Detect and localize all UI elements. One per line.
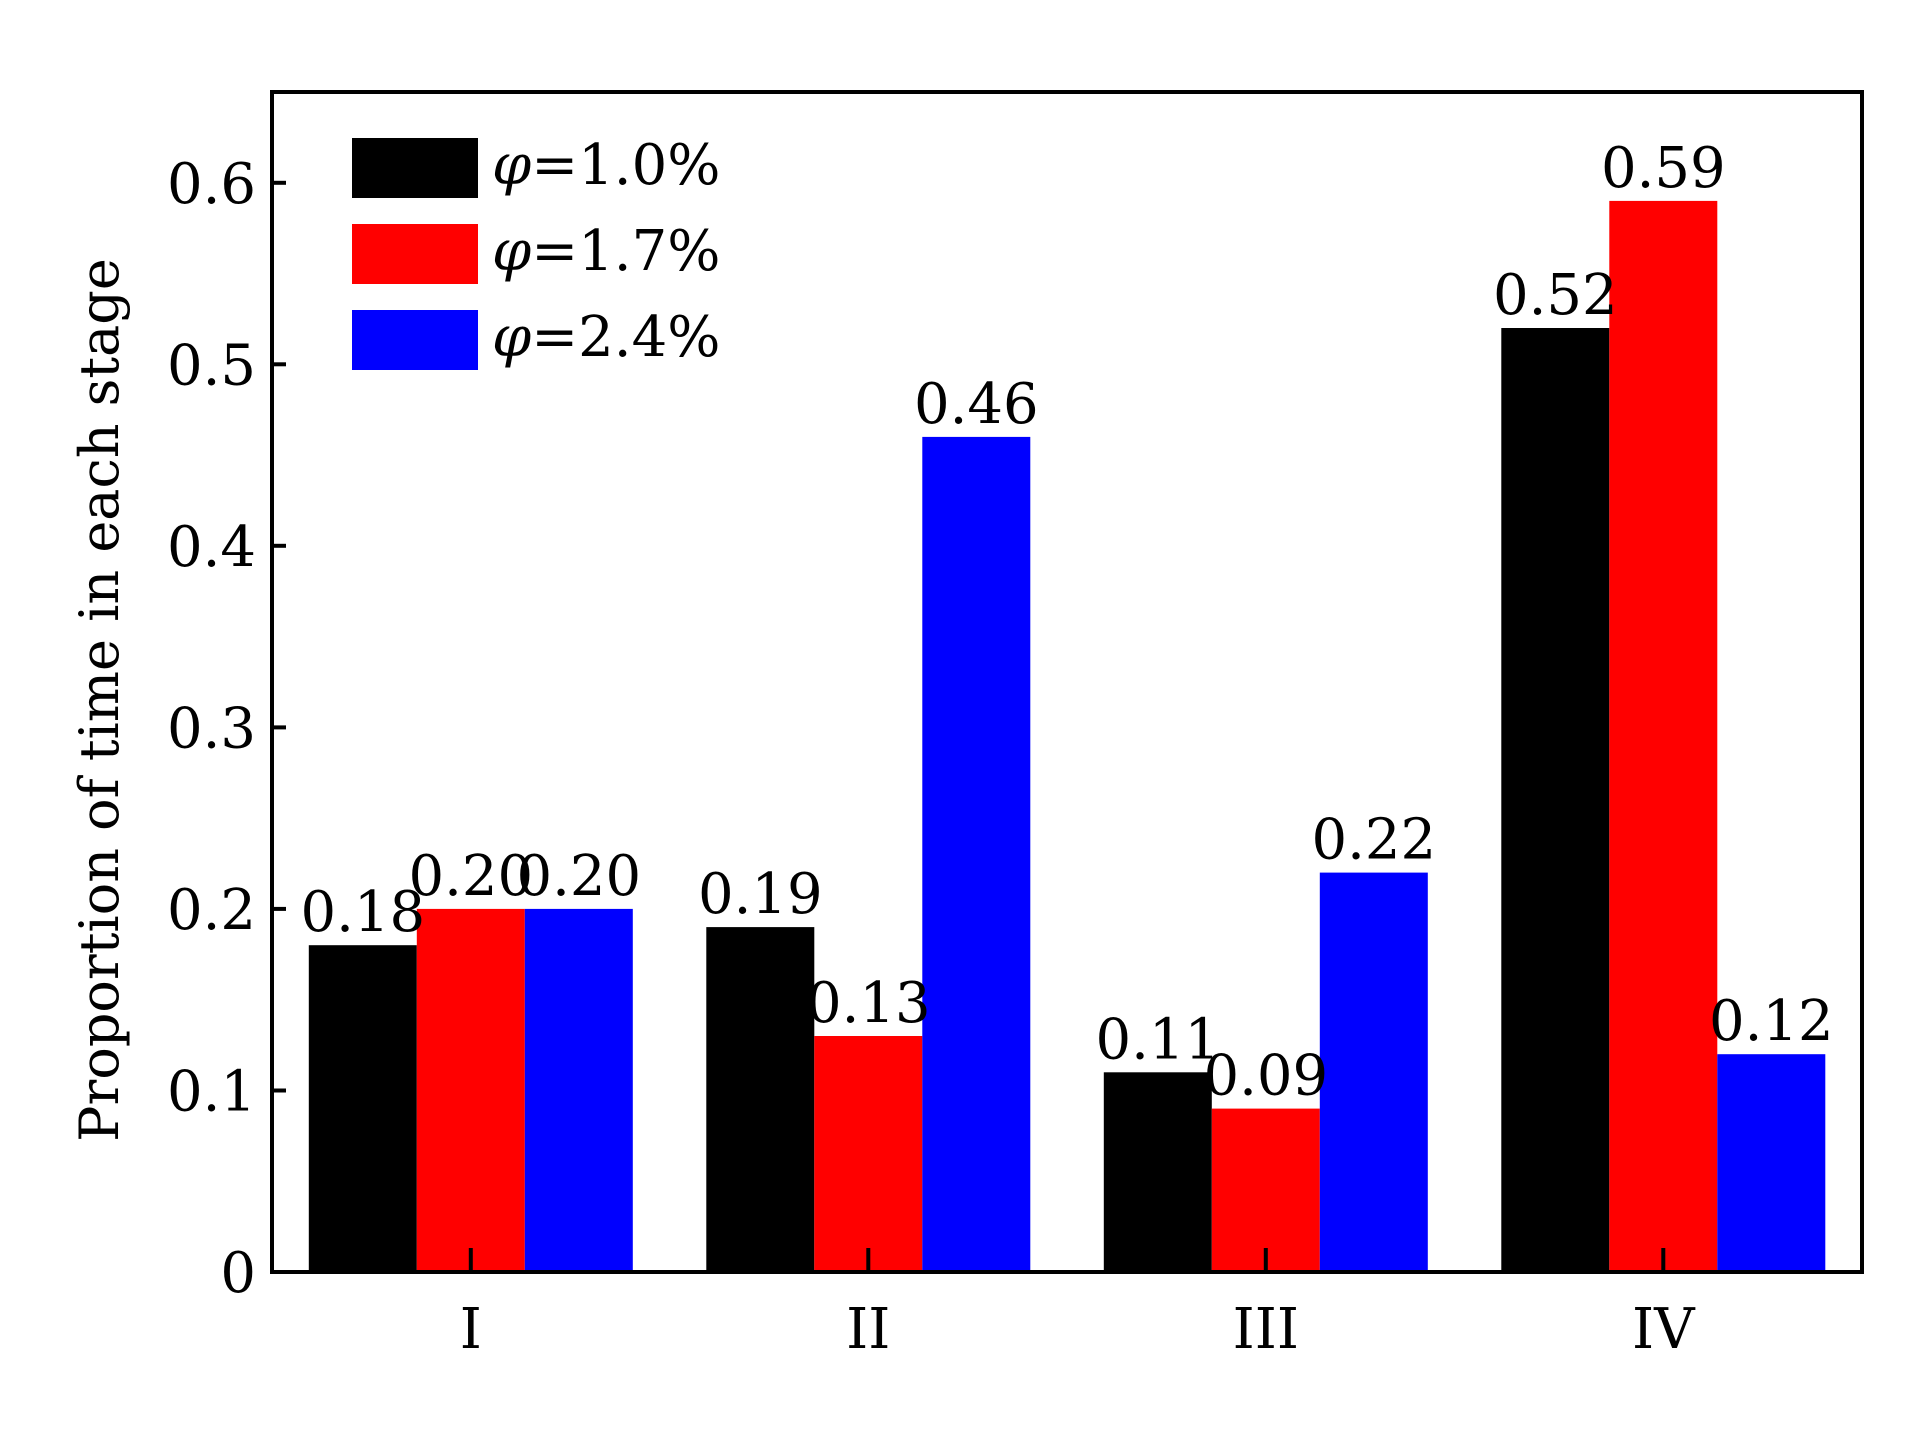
bar-II-series-1 xyxy=(706,927,815,1272)
data-label-IV-series-2: 0.59 xyxy=(1601,136,1726,201)
data-label-II-series-3: 0.46 xyxy=(914,372,1039,437)
data-label-III-series-2: 0.09 xyxy=(1203,1044,1328,1109)
legend-label-series-1: φ=1.0% xyxy=(492,133,720,198)
axes-layer: 00.10.20.30.40.50.6I II III IV xyxy=(167,90,1864,1362)
bars-layer xyxy=(308,200,1826,1272)
x-tick-label-III: III xyxy=(1233,1297,1299,1362)
bar-IV-series-2 xyxy=(1609,200,1718,1272)
data-label-I-series-3: 0.20 xyxy=(516,844,641,909)
data-labels-layer: 0.180.200.20 0.190.130.460.110.090.220.52… xyxy=(300,136,1833,1109)
data-label-III-series-1: 0.11 xyxy=(1095,1007,1220,1072)
bar-IV-series-3 xyxy=(1717,1054,1826,1272)
y-tick-label: 0 xyxy=(220,1241,256,1306)
bar-III-series-2 xyxy=(1211,1108,1320,1272)
y-tick-label: 0.5 xyxy=(167,333,256,398)
y-tick-label: 0.4 xyxy=(167,515,256,580)
data-label-IV-series-1: 0.52 xyxy=(1493,263,1618,328)
bar-I-series-2 xyxy=(416,908,525,1272)
legend-label-series-3: φ=2.4% xyxy=(492,305,720,370)
data-label-I-series-1: 0.18 xyxy=(300,880,425,945)
bar-I-series-1 xyxy=(308,945,417,1272)
data-label-III-series-3: 0.22 xyxy=(1311,808,1436,873)
data-label-I-series-2: 0.20 xyxy=(408,844,533,909)
legend-swatch-series-2 xyxy=(352,224,478,284)
y-tick-label: 0.3 xyxy=(167,696,256,761)
bar-II-series-2 xyxy=(814,1036,923,1272)
bar-III-series-1 xyxy=(1103,1072,1212,1272)
legend-swatch-series-1 xyxy=(352,138,478,198)
y-tick-label: 0.6 xyxy=(167,152,256,217)
data-label-II-series-1: 0.19 xyxy=(698,862,823,927)
data-label-IV-series-3: 0.12 xyxy=(1709,989,1834,1054)
bar-III-series-3 xyxy=(1319,872,1428,1272)
plot-frame xyxy=(270,90,1864,1274)
legend-swatch-series-3 xyxy=(352,310,478,370)
x-tick-label-I: I xyxy=(460,1297,482,1362)
x-tick-label-IV: IV xyxy=(1632,1297,1696,1362)
bar-I-series-3 xyxy=(524,908,633,1272)
x-tick-label-II: II xyxy=(846,1297,890,1362)
legend: φ=1.0% φ=1.7% φ=2.4% xyxy=(352,133,720,370)
bar-II-series-3 xyxy=(922,436,1031,1272)
y-axis-title: Proportion of time in each stage xyxy=(68,258,131,1142)
y-tick-label: 0.2 xyxy=(167,878,256,943)
bar-IV-series-1 xyxy=(1501,328,1610,1272)
y-tick-label: 0.1 xyxy=(167,1060,256,1125)
legend-label-series-2: φ=1.7% xyxy=(492,219,720,284)
data-label-II-series-2: 0.13 xyxy=(806,971,931,1036)
